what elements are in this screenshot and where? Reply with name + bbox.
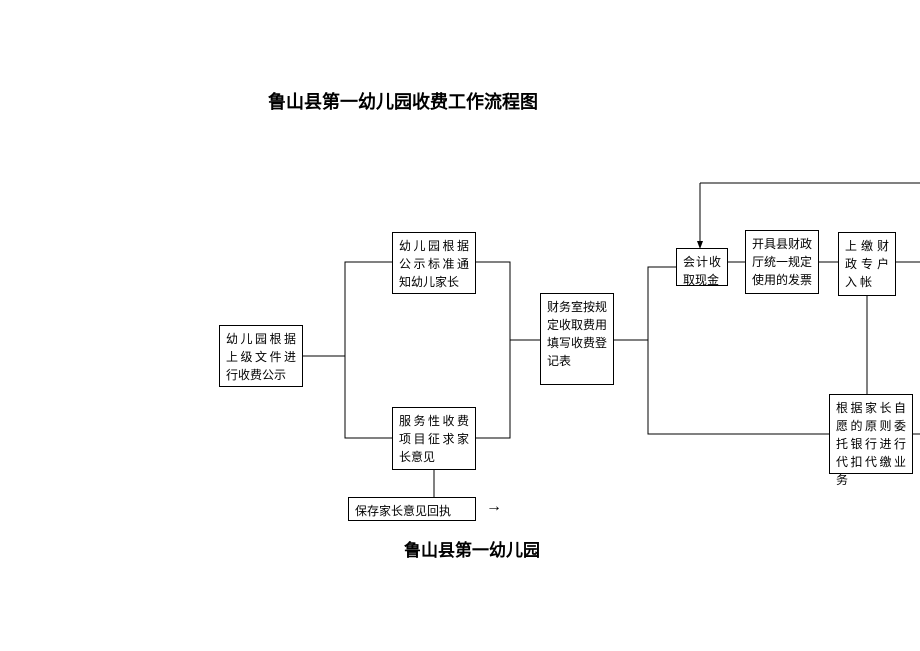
node-issue-invoice: 开具县财政厅统一规定使用的发票 (745, 230, 819, 294)
diagram-title: 鲁山县第一幼儿园收费工作流程图 (268, 88, 538, 114)
node-bank-withhold: 根据家长自愿的原则委托银行进行代扣代缴业务 (829, 394, 913, 474)
arrow-right-icon: → (486, 498, 502, 516)
diagram-footer: 鲁山县第一幼儿园 (404, 536, 540, 561)
node-collect-cash: 会计收取现金 (676, 248, 728, 286)
node-notify-parents: 幼儿园根据公示标准通知幼儿家长 (392, 232, 476, 294)
node-service-fee-opinion: 服务性收费项目征求家长意见 (392, 407, 476, 470)
node-deposit-account: 上 缴 财 政 专 户 入 帐 (838, 232, 896, 296)
node-save-receipt: 保存家长意见回执 (348, 497, 476, 521)
node-fee-publish: 幼儿园根据上级文件进行收费公示 (219, 325, 303, 387)
node-finance-register: 财务室按规定收取费用填写收费登记表 (540, 293, 614, 385)
